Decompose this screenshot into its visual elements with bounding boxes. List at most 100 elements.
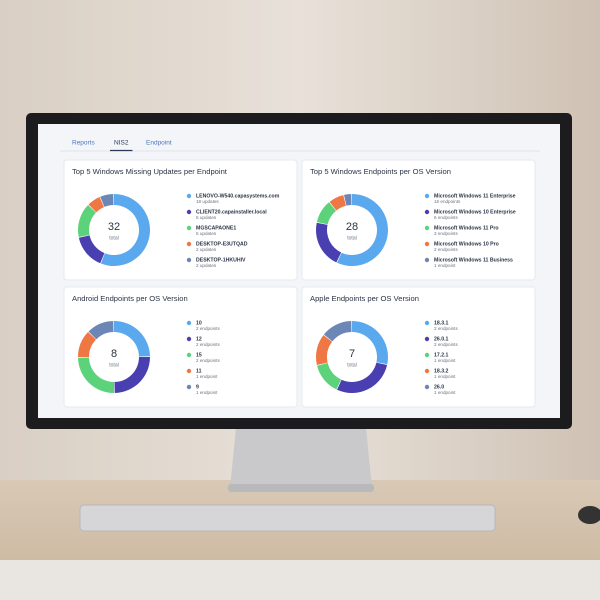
- tab[interactable]: NIS2: [114, 140, 129, 147]
- legend-value: 2 endpoints: [196, 358, 220, 363]
- legend-swatch: [424, 193, 430, 199]
- legend-label: 18.3.1: [434, 320, 449, 326]
- monitor-stand: [230, 428, 372, 488]
- legend-value: 5 updates: [196, 231, 217, 236]
- legend-value: 1 endpoint: [434, 390, 456, 395]
- legend-swatch: [186, 241, 192, 247]
- legend-value: 1 endpoint: [434, 263, 456, 268]
- legend-value: 2 endpoints: [196, 342, 220, 347]
- legend-label: 18.3.2: [434, 368, 449, 374]
- donut-segment: [114, 321, 150, 357]
- donut-segment: [323, 321, 352, 342]
- legend-label: MGSCAPAONE1: [196, 225, 236, 231]
- donut-total-caption: total: [347, 235, 356, 241]
- legend-swatch: [186, 368, 192, 374]
- legend-value: 2 endpoints: [196, 326, 220, 331]
- legend-label: Microsoft Windows 11 Business: [434, 257, 513, 263]
- card: [63, 159, 298, 281]
- card-title: Apple Endpoints per OS Version: [310, 294, 419, 303]
- donut-total-caption: total: [347, 362, 356, 368]
- card-title: Top 5 Windows Missing Updates per Endpoi…: [72, 167, 228, 176]
- legend-label: DESKTOP-1HKUHIV: [196, 257, 246, 263]
- legend-swatch: [424, 225, 430, 231]
- donut-segment: [337, 194, 389, 266]
- legend-value: 2 endpoints: [434, 326, 458, 331]
- legend-swatch: [186, 225, 192, 231]
- legend-swatch: [424, 336, 430, 342]
- tab[interactable]: Reports: [72, 140, 96, 147]
- legend-value: 2 updates: [196, 263, 217, 268]
- legend-label: 9: [196, 384, 199, 390]
- legend-label: Microsoft Windows 10 Enterprise: [434, 209, 516, 215]
- legend-label: Microsoft Windows 11 Enterprise: [434, 193, 516, 199]
- dashboard: Reports NIS2 Endpoint Top 5 Windows Missing…: [63, 140, 536, 408]
- card: [301, 286, 536, 408]
- legend-value: 2 endpoints: [434, 247, 458, 252]
- legend-value: 1 endpoint: [196, 390, 218, 395]
- legend-value: 1 endpoint: [434, 358, 456, 363]
- legend-label: 26.0: [434, 384, 444, 390]
- legend-swatch: [424, 320, 430, 326]
- donut-segment: [337, 362, 388, 393]
- tab[interactable]: Endpoint: [146, 140, 172, 147]
- donut-segment: [329, 195, 346, 211]
- legend-value: 16 endpoints: [434, 199, 461, 204]
- legend-label: DESKTOP-E3UTQAD: [196, 241, 248, 247]
- donut-segment: [77, 205, 96, 238]
- legend-label: 12: [196, 336, 202, 342]
- legend-label: Microsoft Windows 10 Pro: [434, 241, 499, 247]
- card-title: Top 5 Windows Endpoints per OS Version: [310, 167, 451, 176]
- mouse: [578, 506, 600, 524]
- donut-total: 32: [108, 221, 120, 233]
- legend-label: CLIENT20.capainstaller.local: [196, 209, 267, 215]
- legend-value: 2 endpoints: [434, 342, 458, 347]
- desk-front: [0, 560, 600, 600]
- legend-swatch: [424, 352, 430, 358]
- legend-swatch: [186, 336, 192, 342]
- donut-segment: [352, 321, 388, 365]
- legend-swatch: [424, 368, 430, 374]
- card-title: Android Endpoints per OS Version: [72, 294, 188, 303]
- donut-segment: [317, 363, 342, 390]
- donut-segment: [100, 194, 114, 207]
- legend-label: Microsoft Windows 11 Pro: [434, 225, 499, 231]
- legend-label: 17.2.1: [434, 352, 449, 358]
- stand-base: [228, 484, 374, 492]
- donut-segment: [88, 321, 114, 340]
- donut-segment: [78, 332, 96, 357]
- legend-value: 6 endpoints: [434, 215, 458, 220]
- legend-label: 26.0.1: [434, 336, 449, 342]
- donut-segment: [114, 357, 150, 393]
- legend-value: 18 updates: [196, 199, 219, 204]
- legend-value: 5 updates: [196, 215, 217, 220]
- legend-swatch: [186, 320, 192, 326]
- donut-total-caption: total: [109, 235, 118, 241]
- legend-value: 2 updates: [196, 247, 217, 252]
- legend-swatch: [424, 257, 430, 263]
- donut-total: 8: [111, 348, 117, 360]
- legend-label: LENOVO-W540.capasystems.com: [196, 193, 280, 199]
- donut-segment: [316, 222, 342, 263]
- legend-swatch: [186, 257, 192, 263]
- donut-segment: [343, 194, 352, 206]
- legend-swatch: [186, 193, 192, 199]
- legend-value: 1 endpoint: [434, 374, 456, 379]
- card: [63, 286, 298, 408]
- legend-swatch: [424, 241, 430, 247]
- legend-swatch: [424, 384, 430, 390]
- legend-value: 1 endpoint: [196, 374, 218, 379]
- donut-segment: [88, 197, 104, 213]
- legend-label: 10: [196, 320, 202, 326]
- donut-total-caption: total: [109, 362, 118, 368]
- legend-label: 15: [196, 352, 202, 358]
- donut-segment: [316, 202, 337, 225]
- keyboard: [79, 504, 496, 532]
- donut-segment: [78, 235, 105, 264]
- legend-value: 3 endpoints: [434, 231, 458, 236]
- donut-segment: [100, 194, 150, 266]
- donut-total: 28: [346, 221, 358, 233]
- legend-swatch: [424, 209, 430, 215]
- donut-total: 7: [349, 348, 355, 360]
